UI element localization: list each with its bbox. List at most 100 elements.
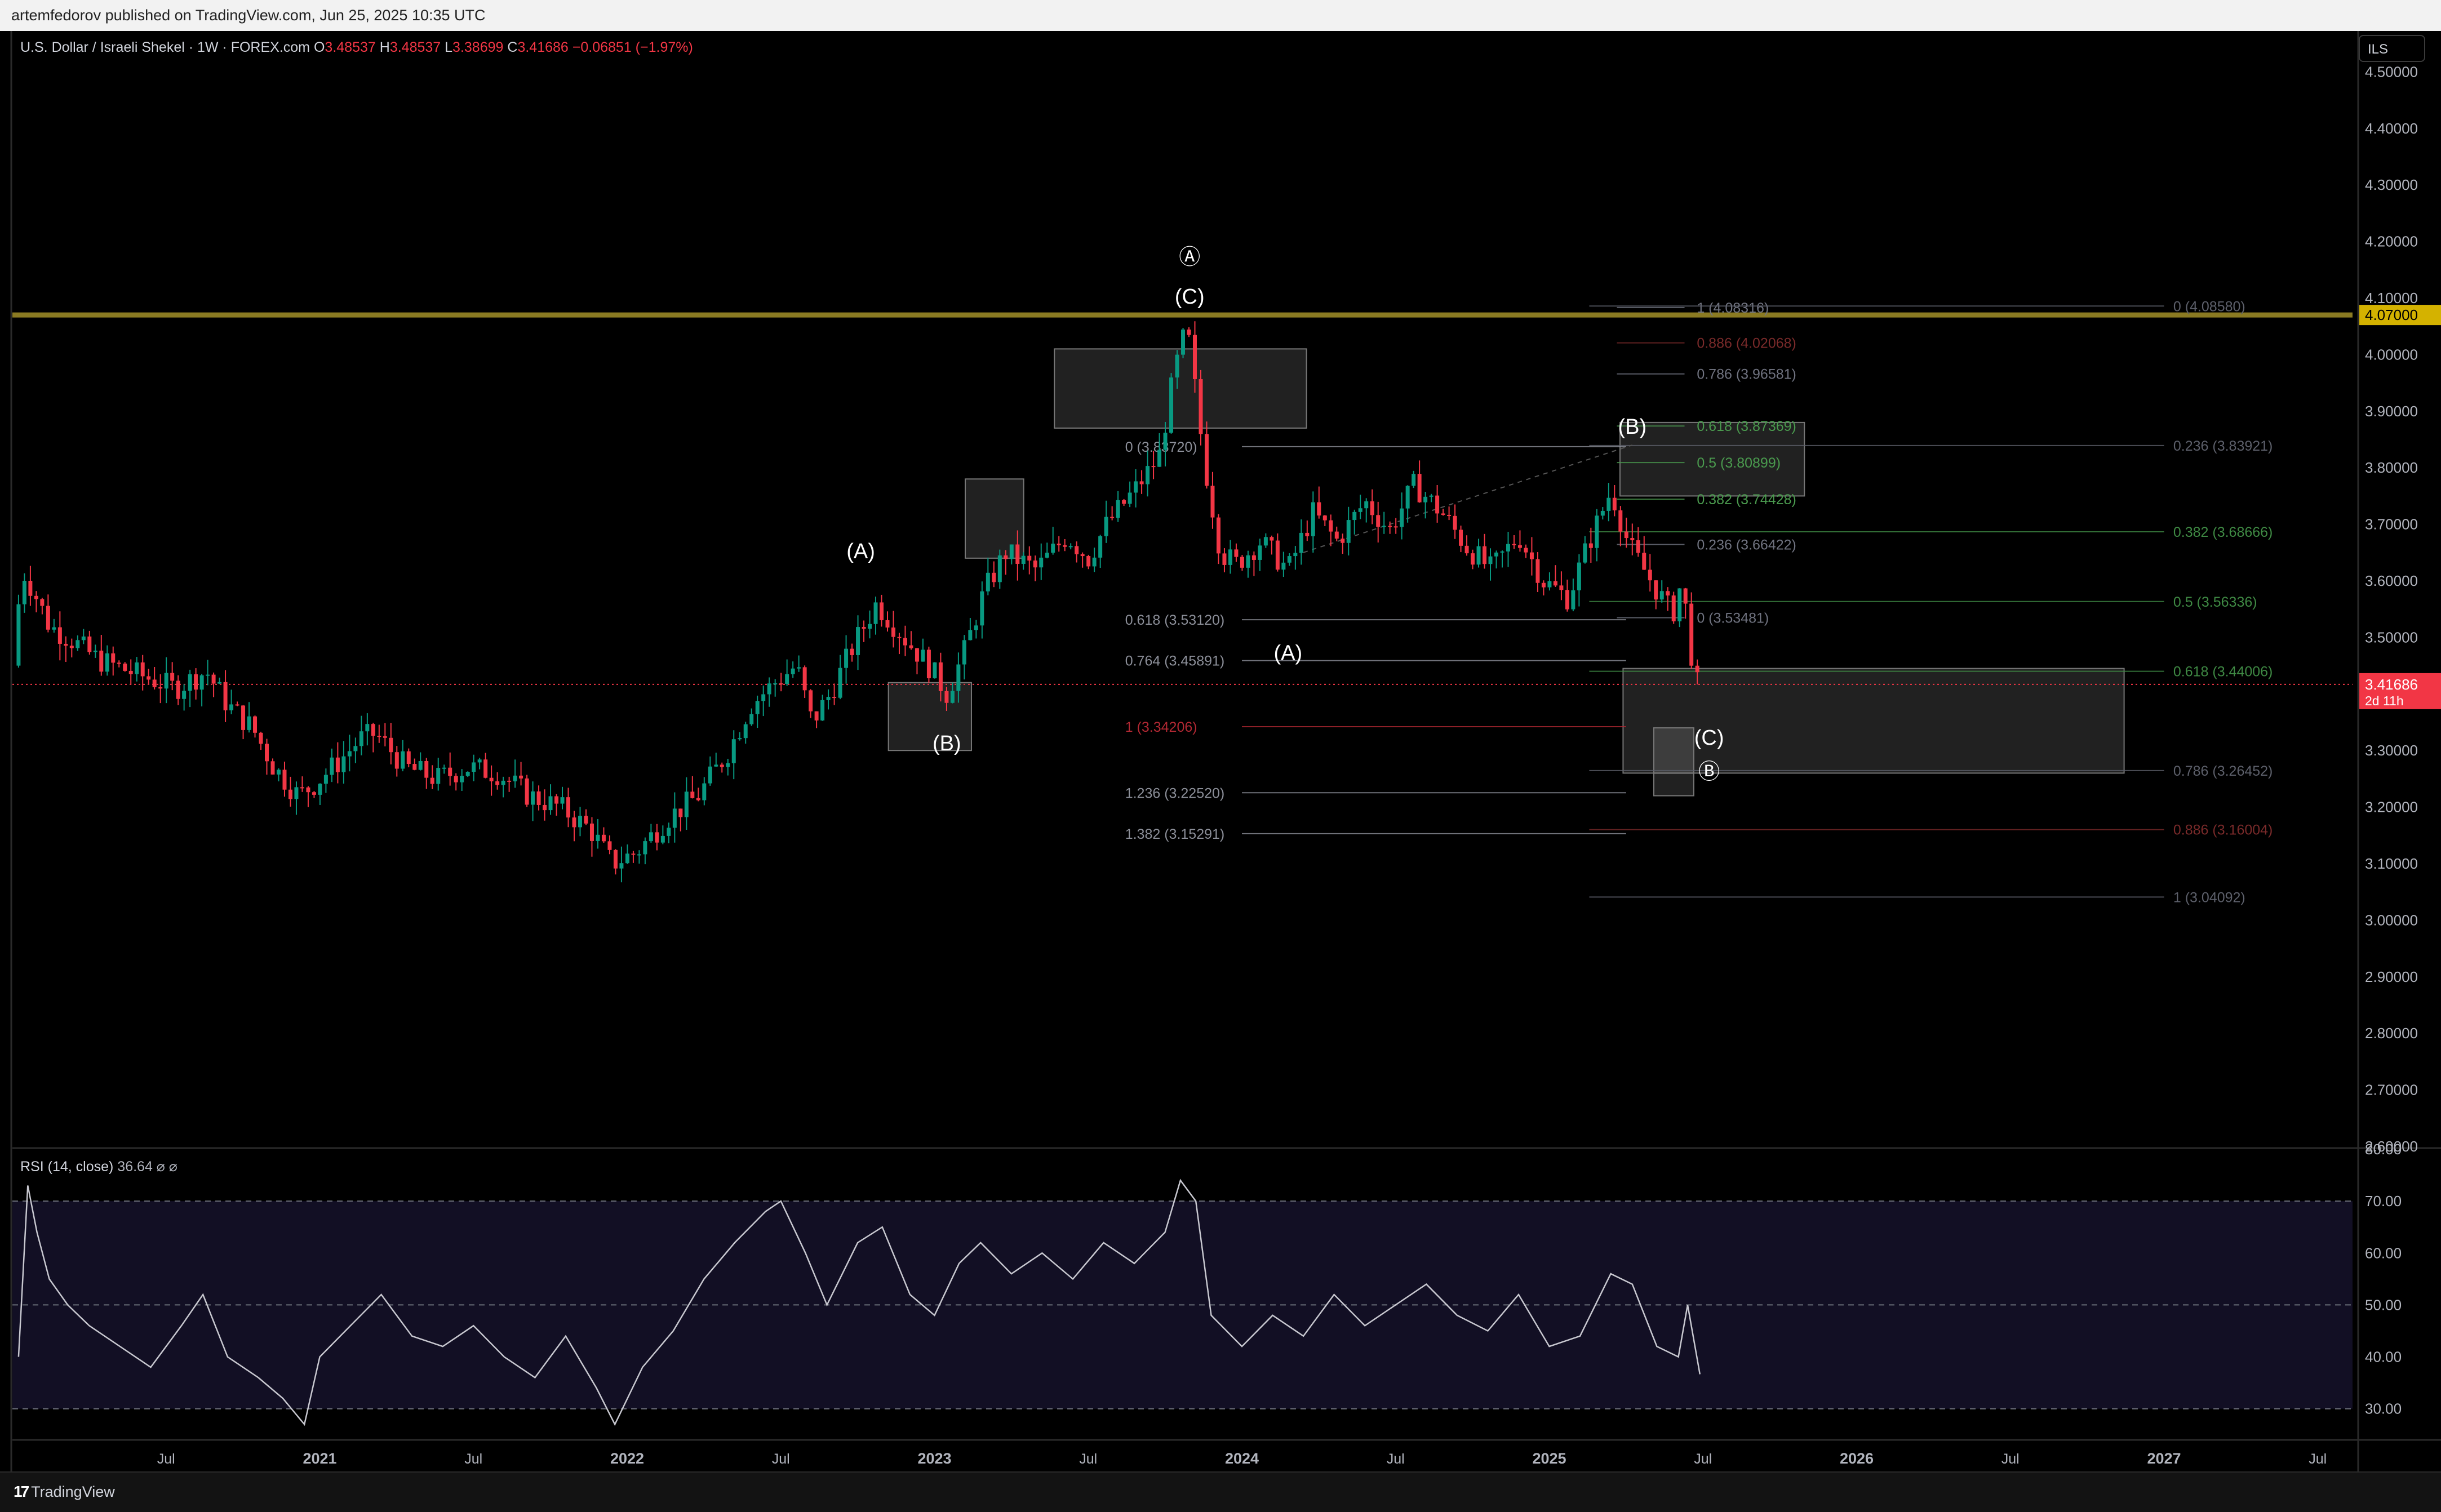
candle-body [1175, 354, 1179, 378]
resistance-price-tag [2359, 305, 2441, 326]
candle-body [1075, 546, 1079, 554]
fib-mid-label: 0 (3.53481) [1697, 610, 1769, 626]
price-tick-label: 4.30000 [2365, 176, 2418, 193]
price-tick-label: 3.00000 [2365, 911, 2418, 928]
candle-body [1382, 526, 1386, 527]
trend-line [1303, 444, 1633, 553]
candle-body [1618, 510, 1623, 532]
candle-body [1393, 526, 1398, 528]
candle-body [1222, 553, 1227, 565]
candle-body [731, 739, 736, 763]
candle-body [702, 783, 707, 801]
candle-body [761, 694, 766, 701]
candle-body [1033, 560, 1037, 568]
candle-body [873, 602, 878, 624]
candle-body [76, 640, 80, 648]
candle-body [1341, 539, 1345, 543]
candle-body [1405, 486, 1410, 509]
candle-body [1210, 486, 1215, 518]
candle-body [323, 775, 328, 784]
candle-body [1654, 580, 1658, 600]
candle-body [259, 732, 263, 744]
fib-left-label: 0.618 (3.53120) [1125, 612, 1225, 628]
candle-body [507, 780, 512, 782]
resistance-price-label: 4.07000 [2365, 306, 2418, 323]
candle-body [1346, 520, 1351, 543]
fib-right-label: 0 (4.08580) [2173, 299, 2245, 314]
candle-body [1595, 515, 1599, 548]
candle-body [57, 627, 62, 644]
candle-body [1128, 492, 1132, 504]
symbol-name[interactable]: U.S. Dollar / Israeli Shekel · 1W · FORE… [20, 39, 310, 55]
candle-body [347, 751, 352, 757]
candle-body [1583, 543, 1587, 563]
rsi-legend: RSI (14, close) 36.64 ⌀ ⌀ [20, 1158, 177, 1175]
time-tick-label: 2021 [303, 1450, 336, 1467]
candle-body [128, 670, 133, 674]
candle-body [418, 761, 423, 770]
candle-body [371, 724, 375, 736]
candle-body [589, 823, 594, 841]
candle-body [270, 761, 275, 775]
candle-body [1671, 595, 1676, 621]
candle-body [655, 832, 659, 843]
candle-body [1435, 495, 1440, 514]
candle-body [353, 746, 358, 751]
candle-body [182, 691, 187, 699]
candle-body [465, 772, 470, 776]
candle-body [684, 791, 689, 817]
rsi-name[interactable]: RSI (14, close) [20, 1159, 114, 1175]
candle-body [253, 716, 258, 733]
candle-body [1258, 545, 1262, 560]
candle-body [93, 650, 97, 652]
candle-body [1364, 501, 1369, 509]
fib-right-label: 0.382 (3.68666) [2173, 524, 2273, 540]
rsi-tick-label: 60.00 [2365, 1244, 2402, 1261]
candle-body [797, 667, 801, 669]
candle-body [1139, 481, 1144, 484]
candle-body [613, 850, 618, 869]
rsi-tick-label: 40.00 [2365, 1349, 2402, 1366]
candle-body [377, 736, 381, 737]
candle-body [749, 714, 754, 724]
candle-body [359, 731, 363, 746]
candle-body [1441, 513, 1445, 515]
currency-button[interactable]: ILS [2359, 35, 2425, 62]
fib-right-label: 0.236 (3.83921) [2173, 438, 2273, 454]
candle-body [1080, 554, 1085, 557]
open-key: O [313, 39, 325, 55]
high-key: H [379, 39, 390, 55]
candle-body [1068, 546, 1073, 548]
zone-box [1054, 348, 1307, 429]
candle-body [1636, 540, 1640, 553]
candle-body [584, 816, 588, 824]
candle-body [1606, 497, 1611, 511]
time-tick-label: 2026 [1840, 1450, 1874, 1467]
candle-body [566, 797, 571, 818]
candle-body [1234, 549, 1239, 557]
candle-body [1500, 551, 1504, 553]
candle-body [389, 737, 393, 753]
candle-body [105, 653, 109, 672]
price-tick-label: 2.60000 [2365, 1138, 2418, 1155]
candle-body [513, 775, 517, 781]
fib-mid-label: 0.236 (3.66422) [1697, 537, 1796, 553]
candle-body [619, 863, 624, 869]
wave-label: (C) [1175, 285, 1205, 309]
candle-body [52, 627, 56, 630]
candle-body [34, 595, 38, 599]
candle-body [1541, 582, 1546, 588]
close-value: 3.41686 [517, 39, 569, 55]
candle-body [690, 791, 695, 798]
candle-body [1199, 379, 1203, 434]
candle-body [915, 648, 919, 662]
candle-body [276, 770, 281, 775]
candle-body [891, 627, 895, 637]
price-tick-label: 3.10000 [2365, 855, 2418, 872]
candle-body [341, 756, 346, 772]
candle-body [1659, 591, 1664, 600]
tradingview-brand[interactable]: 17 TradingView [14, 1483, 115, 1501]
candle-body [1388, 526, 1392, 527]
fib-mid-label: 0.886 (4.02068) [1697, 336, 1796, 352]
